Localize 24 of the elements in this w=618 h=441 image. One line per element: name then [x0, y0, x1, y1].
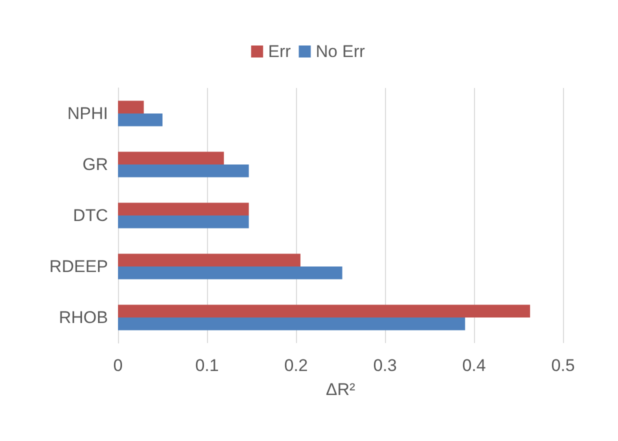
bar: [118, 254, 300, 266]
bar: [118, 318, 466, 330]
y-tick-label: RHOB: [58, 308, 108, 327]
bar: [118, 100, 144, 114]
x-tick-label: 0.1: [195, 356, 219, 375]
x-tick-label: 0.2: [284, 356, 308, 375]
bar: [118, 202, 249, 216]
x-tick-label: 0.3: [373, 356, 397, 375]
x-tick-label: 0.5: [551, 356, 575, 375]
legend-label: No Err: [316, 42, 366, 61]
y-tick-label: RDEEP: [49, 257, 108, 276]
bar: [118, 216, 249, 228]
legend-label: Err: [268, 42, 292, 61]
y-tick-label: DTC: [73, 206, 108, 225]
bar: [118, 114, 162, 126]
x-tick-label: 0.4: [462, 356, 486, 375]
y-tick-label: NPHI: [67, 104, 108, 123]
x-axis-title: ΔR²: [326, 380, 356, 399]
x-tick-label: 0: [113, 356, 123, 375]
y-tick-label: GR: [82, 155, 108, 174]
bar: [118, 152, 224, 164]
bar: [118, 164, 249, 178]
bar: [118, 266, 342, 280]
bar: [118, 304, 530, 318]
